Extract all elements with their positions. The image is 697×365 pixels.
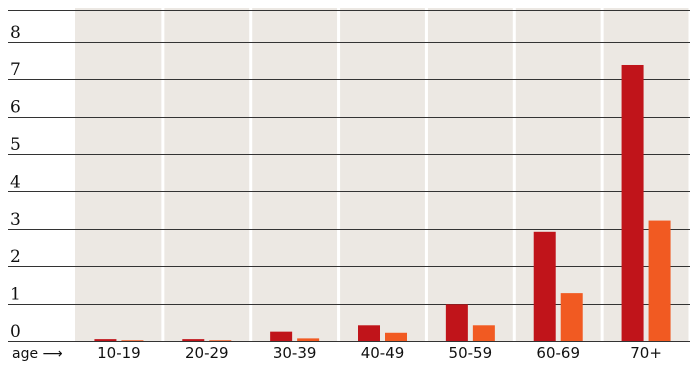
- y-tick-label: 6: [10, 98, 21, 118]
- x-tick-labels: 10-19 20-29 30-39 40-49 50-59 60-69 70+: [97, 344, 662, 362]
- background-band: [515, 8, 601, 341]
- gridlines: [8, 10, 690, 342]
- bar: [621, 64, 644, 341]
- x-axis-label: age ⟶: [12, 346, 63, 362]
- x-tick-label: 60-69: [536, 344, 580, 362]
- y-tick-label: 7: [10, 60, 21, 80]
- y-tick-labels: 0 1 2 3 4 5 6 7 8: [10, 23, 21, 342]
- y-tick-label: 3: [10, 210, 21, 230]
- bar: [385, 332, 407, 341]
- y-tick-label: 5: [10, 135, 21, 155]
- y-tick-label: 4: [10, 172, 21, 192]
- bar: [472, 325, 495, 341]
- bar: [94, 339, 117, 341]
- bar: [121, 340, 144, 341]
- y-tick-label: 0: [10, 322, 21, 342]
- x-tick-label: 70+: [630, 344, 662, 362]
- x-tick-label: 30-39: [273, 344, 317, 362]
- bar: [297, 338, 320, 341]
- bar: [182, 339, 205, 341]
- bar: [560, 293, 583, 341]
- bar: [209, 340, 232, 341]
- background-band: [164, 8, 250, 341]
- bar: [648, 220, 671, 341]
- x-tick-label: 10-19: [97, 344, 141, 362]
- y-tick-label: 8: [10, 23, 21, 43]
- y-tick-label: 2: [10, 247, 21, 267]
- y-tick-label: 1: [10, 285, 21, 305]
- background-band: [427, 8, 513, 341]
- x-tick-label: 50-59: [449, 344, 493, 362]
- bar: [445, 304, 468, 341]
- x-tick-label: 40-49: [361, 344, 405, 362]
- bar: [358, 325, 380, 341]
- bar: [533, 231, 556, 341]
- background-band: [603, 8, 689, 341]
- background-band: [252, 8, 338, 341]
- plot-background-bands: [75, 8, 689, 341]
- bar-marks: [94, 64, 671, 341]
- bar: [270, 331, 293, 341]
- background-band: [75, 8, 162, 341]
- x-tick-label: 20-29: [185, 344, 229, 362]
- background-band: [340, 8, 425, 341]
